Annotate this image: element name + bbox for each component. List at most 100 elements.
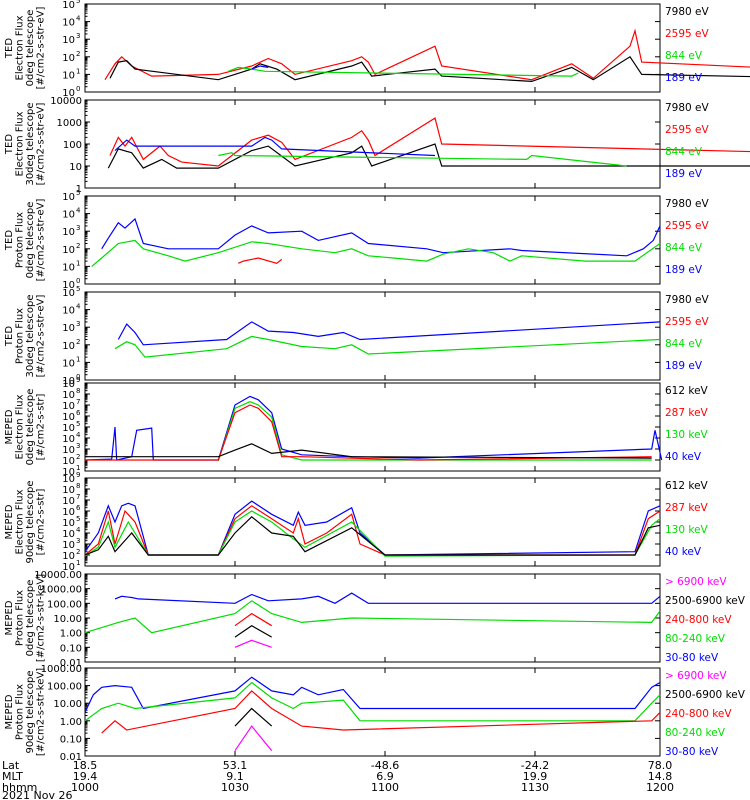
series-line: [234, 639, 272, 648]
y-tick-label: 10: [62, 540, 75, 551]
y-tick-label: 10: [62, 192, 75, 203]
series-line: [85, 404, 652, 461]
y-axis-title-line: 90deg telescope: [25, 480, 36, 563]
x-row-label-lat: Lat: [2, 759, 20, 772]
y-tick-label: 10000.00: [34, 570, 82, 581]
y-tick-label: 10000: [50, 96, 82, 107]
legend-entry: 189 eV: [665, 72, 703, 84]
x-tick-label-mlt: 14.8: [648, 770, 673, 783]
series-line: [238, 257, 283, 264]
y-axis-title-line: Proton Flux: [15, 308, 26, 364]
y-tick-exponent: 5: [76, 420, 80, 428]
y-tick-exponent: 1: [76, 559, 80, 567]
y-axis-title-line: Proton Flux: [15, 684, 26, 740]
x-row-label-hhmm: hhmm: [2, 781, 37, 794]
y-tick-label: 10: [62, 288, 75, 299]
y-axis-title-line: [#/cm2-s-str-keV]: [36, 574, 47, 662]
y-tick-exponent: 8: [76, 387, 80, 395]
panel-2: 1 10 100 1000 10000 TED Electron Flux 30deg tel…: [4, 96, 750, 195]
series-line: [101, 690, 661, 734]
series-line: [234, 624, 272, 638]
y-tick-label: 10: [69, 162, 82, 173]
y-tick-exponent: 3: [76, 224, 80, 232]
legend-entry: 612 keV: [665, 385, 709, 397]
legend-entry: 80-240 keV: [665, 727, 726, 739]
panel-8: 0.01 0.10 1.00 10.00 100.00 1000.00 MEPED Proto…: [4, 664, 746, 763]
y-tick-label: 10: [62, 18, 75, 29]
x-tick-label-lat: 18.5: [73, 759, 98, 772]
y-axis-title-line: TED: [4, 230, 15, 251]
y-tick-exponent: 4: [76, 303, 81, 311]
series-line: [251, 65, 269, 70]
legend-entry: 40 keV: [665, 451, 702, 463]
series-line: [85, 443, 652, 459]
y-tick-exponent: 2: [76, 548, 80, 556]
series-line: [84, 600, 661, 634]
x-tick-label-lat: -48.6: [371, 759, 399, 772]
legend-entry: 287 keV: [665, 502, 709, 514]
x-tick-label-mlt: 19.4: [73, 770, 98, 783]
y-tick-label: 10: [62, 529, 75, 540]
legend-entry: 7980 eV: [665, 6, 710, 18]
legend-entry: 844 eV: [665, 146, 703, 158]
y-tick-exponent: 3: [76, 320, 80, 328]
series-line: [101, 217, 661, 257]
series-line: [114, 136, 436, 157]
y-axis-title-line: MEPED: [4, 694, 15, 729]
series-line: [109, 55, 750, 83]
y-tick-label: 1000: [57, 118, 82, 129]
legend-entry: 130 keV: [665, 524, 709, 536]
y-tick-label: 0.10: [60, 643, 82, 654]
y-axis-title-line: 30deg telescope: [25, 102, 36, 185]
y-tick-label: 10: [62, 445, 75, 456]
series-line: [84, 676, 661, 713]
y-tick-exponent: 6: [76, 409, 81, 417]
y-axis-title-line: TED: [4, 134, 15, 155]
y-tick-label: 100.00: [47, 682, 82, 693]
plot-frame: [84, 99, 661, 189]
x-row-label-mlt: MLT: [2, 770, 23, 783]
y-tick-label: 10: [62, 35, 75, 46]
y-axis-title-line: 0deg telescope: [25, 389, 36, 466]
legend-entry: 2500-6900 keV: [665, 595, 746, 607]
y-tick-label: 10: [62, 434, 75, 445]
plot-frame: [84, 3, 661, 93]
y-tick-exponent: 0: [76, 277, 80, 285]
legend-entry: 287 keV: [665, 407, 709, 419]
y-tick-label: 1.00: [60, 717, 82, 728]
x-date-label: 2021 Nov 26: [2, 789, 72, 800]
y-axis-title-line: [#/cm2-s-str]: [36, 488, 47, 555]
legend-entry: 7980 eV: [665, 198, 710, 210]
x-tick-label-mlt: 6.9: [376, 770, 394, 783]
legend-entry: > 6900 keV: [665, 576, 727, 588]
y-tick-label: 100: [63, 140, 82, 151]
legend-entry: > 6900 keV: [665, 670, 727, 682]
legend-entry: 2595 eV: [665, 28, 710, 40]
y-axis-title-line: 0deg telescope: [25, 10, 36, 87]
y-tick-label: 10: [62, 323, 75, 334]
y-axis-title-line: [#/cm2-s-str]: [36, 393, 47, 460]
y-tick-label: 10: [62, 474, 75, 485]
y-axis-title-line: 0deg telescope: [25, 580, 36, 657]
y-tick-exponent: 2: [76, 242, 80, 250]
y-tick-exponent: 2: [76, 338, 80, 346]
y-axis-title-line: [#/cm2-s-str-eV]: [36, 199, 47, 282]
y-tick-label: 10: [62, 210, 75, 221]
x-tick-label-mlt: 19.9: [523, 770, 548, 783]
series-line: [104, 28, 750, 81]
y-axis-title-line: MEPED: [4, 504, 15, 539]
series-line: [91, 239, 661, 267]
series-line: [114, 335, 661, 358]
y-tick-exponent: 7: [76, 493, 80, 501]
legend-entry: 80-240 keV: [665, 633, 726, 645]
legend-entry: 189 eV: [665, 264, 703, 276]
y-tick-label: 10: [62, 379, 75, 390]
legend-entry: 2595 eV: [665, 220, 710, 232]
y-axis-title-line: TED: [4, 38, 15, 59]
